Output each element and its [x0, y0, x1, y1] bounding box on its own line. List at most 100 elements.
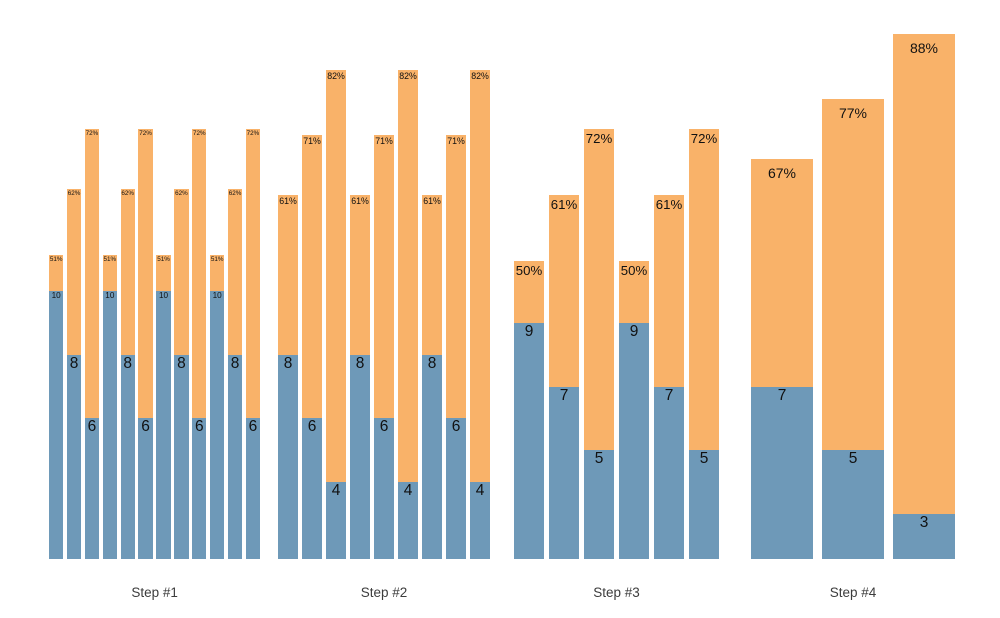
percent-label: 61% — [351, 195, 369, 206]
bar-bottom-segment: 4 — [398, 482, 418, 559]
value-label: 5 — [848, 450, 858, 468]
bar-bottom-segment: 5 — [689, 450, 719, 559]
bar-bottom-segment: 8 — [174, 354, 189, 559]
bar-bottom-segment: 6 — [302, 418, 322, 559]
bar-bottom-segment: 9 — [514, 322, 544, 559]
bar-3-1: 9 50% — [514, 260, 544, 559]
bar-bottom-segment: 6 — [192, 418, 207, 559]
bar-bottom-segment: 10 — [156, 291, 171, 559]
bar-group-1: 10 51% 8 62% 6 72% 10 51% 8 62% 6 72% 10 51% 8 62% 6 72% 1… — [49, 129, 261, 559]
bar-2-6: 4 82% — [398, 69, 418, 559]
bar-1-7: 10 51% — [156, 254, 171, 559]
bar-3-5: 7 61% — [654, 194, 684, 559]
bar-1-8: 8 62% — [174, 188, 189, 559]
value-label: 10 — [158, 291, 169, 300]
value-label: 7 — [777, 386, 787, 404]
bar-2-8: 6 71% — [446, 135, 466, 559]
bar-bottom-segment: 4 — [470, 482, 490, 559]
bar-bottom-segment: 10 — [102, 291, 117, 559]
bar-4-1: 7 67% — [751, 159, 813, 559]
percent-label: 62% — [67, 189, 81, 197]
percent-label: 61% — [279, 195, 297, 206]
value-label: 4 — [331, 482, 341, 500]
bar-bottom-segment: 10 — [49, 291, 64, 559]
bar-2-5: 6 71% — [374, 135, 394, 559]
bar-2-2: 6 71% — [302, 135, 322, 559]
percent-label: 62% — [121, 189, 135, 197]
percent-label: 71% — [375, 136, 393, 147]
value-label: 10 — [51, 291, 61, 300]
bar-bottom-segment: 6 — [245, 418, 261, 559]
bar-group-4: 7 67% 5 77% 3 88% — [751, 33, 955, 559]
bar-1-5: 8 62% — [120, 188, 135, 559]
value-label: 8 — [283, 354, 293, 372]
value-label: 6 — [379, 418, 389, 436]
value-label: 6 — [141, 418, 150, 436]
percent-label: 62% — [228, 189, 242, 197]
percent-label: 72% — [690, 131, 718, 147]
bar-4-3: 3 88% — [893, 33, 955, 559]
percent-label: 82% — [399, 70, 417, 81]
percent-label: 50% — [620, 262, 648, 278]
bar-1-11: 8 62% — [227, 188, 243, 559]
percent-label: 82% — [471, 70, 489, 81]
value-label: 6 — [87, 418, 97, 436]
percent-label: 51% — [103, 255, 117, 263]
bar-bottom-segment: 8 — [278, 354, 298, 559]
value-label: 4 — [403, 482, 413, 500]
percent-label: 72% — [192, 130, 206, 138]
percent-label: 88% — [909, 39, 939, 56]
value-label: 8 — [355, 354, 365, 372]
value-label: 5 — [699, 450, 709, 468]
value-label: 6 — [451, 418, 461, 436]
value-label: 10 — [105, 291, 115, 300]
percent-label: 71% — [303, 136, 321, 147]
bar-group-3: 9 50% 7 61% 5 72% 9 50% 7 61% 5 72% — [514, 129, 719, 559]
bar-1-2: 8 62% — [66, 188, 82, 559]
bar-bottom-segment: 6 — [374, 418, 394, 559]
value-label: 6 — [248, 418, 258, 436]
percent-label: 50% — [515, 262, 543, 278]
x-axis-label-step-1: Step #1 — [131, 585, 178, 600]
value-label: 10 — [212, 291, 222, 300]
bar-bottom-segment: 6 — [84, 418, 100, 559]
bar-bottom-segment: 7 — [654, 386, 684, 559]
value-label: 8 — [177, 354, 186, 372]
bar-bottom-segment: 5 — [584, 450, 614, 559]
bar-bottom-segment: 6 — [446, 418, 466, 559]
bar-1-10: 10 51% — [210, 254, 225, 559]
percent-label: 61% — [423, 195, 441, 206]
value-label: 6 — [307, 418, 317, 436]
percent-label: 51% — [210, 255, 224, 263]
bar-bottom-segment: 7 — [751, 386, 813, 559]
bar-2-7: 8 61% — [422, 194, 442, 559]
bar-1-6: 6 72% — [138, 129, 153, 559]
value-label: 6 — [194, 418, 204, 436]
bar-bottom-segment: 8 — [350, 354, 370, 559]
value-label: 8 — [123, 354, 133, 372]
value-label: 8 — [230, 354, 240, 372]
percent-label: 72% — [246, 130, 260, 138]
percent-label: 77% — [838, 105, 868, 122]
percent-label: 67% — [767, 165, 797, 181]
bar-1-12: 6 72% — [245, 129, 261, 559]
bar-bottom-segment: 8 — [120, 354, 135, 559]
bar-3-6: 5 72% — [689, 129, 719, 559]
value-label: 4 — [475, 482, 485, 500]
percent-label: 62% — [175, 189, 188, 197]
bar-1-1: 10 51% — [49, 254, 64, 559]
bar-bottom-segment: 8 — [422, 354, 442, 559]
value-label: 5 — [594, 450, 604, 468]
percent-label: 72% — [85, 130, 99, 138]
bar-bottom-segment: 8 — [66, 354, 82, 559]
value-label: 8 — [69, 354, 79, 372]
bar-3-3: 5 72% — [584, 129, 614, 559]
bar-bottom-segment: 3 — [893, 514, 955, 559]
percent-label: 61% — [550, 196, 578, 212]
value-label: 9 — [524, 322, 534, 340]
bar-bottom-segment: 4 — [326, 482, 346, 559]
value-label: 7 — [559, 386, 569, 404]
percent-label: 72% — [585, 131, 613, 147]
percent-label: 51% — [49, 255, 63, 263]
